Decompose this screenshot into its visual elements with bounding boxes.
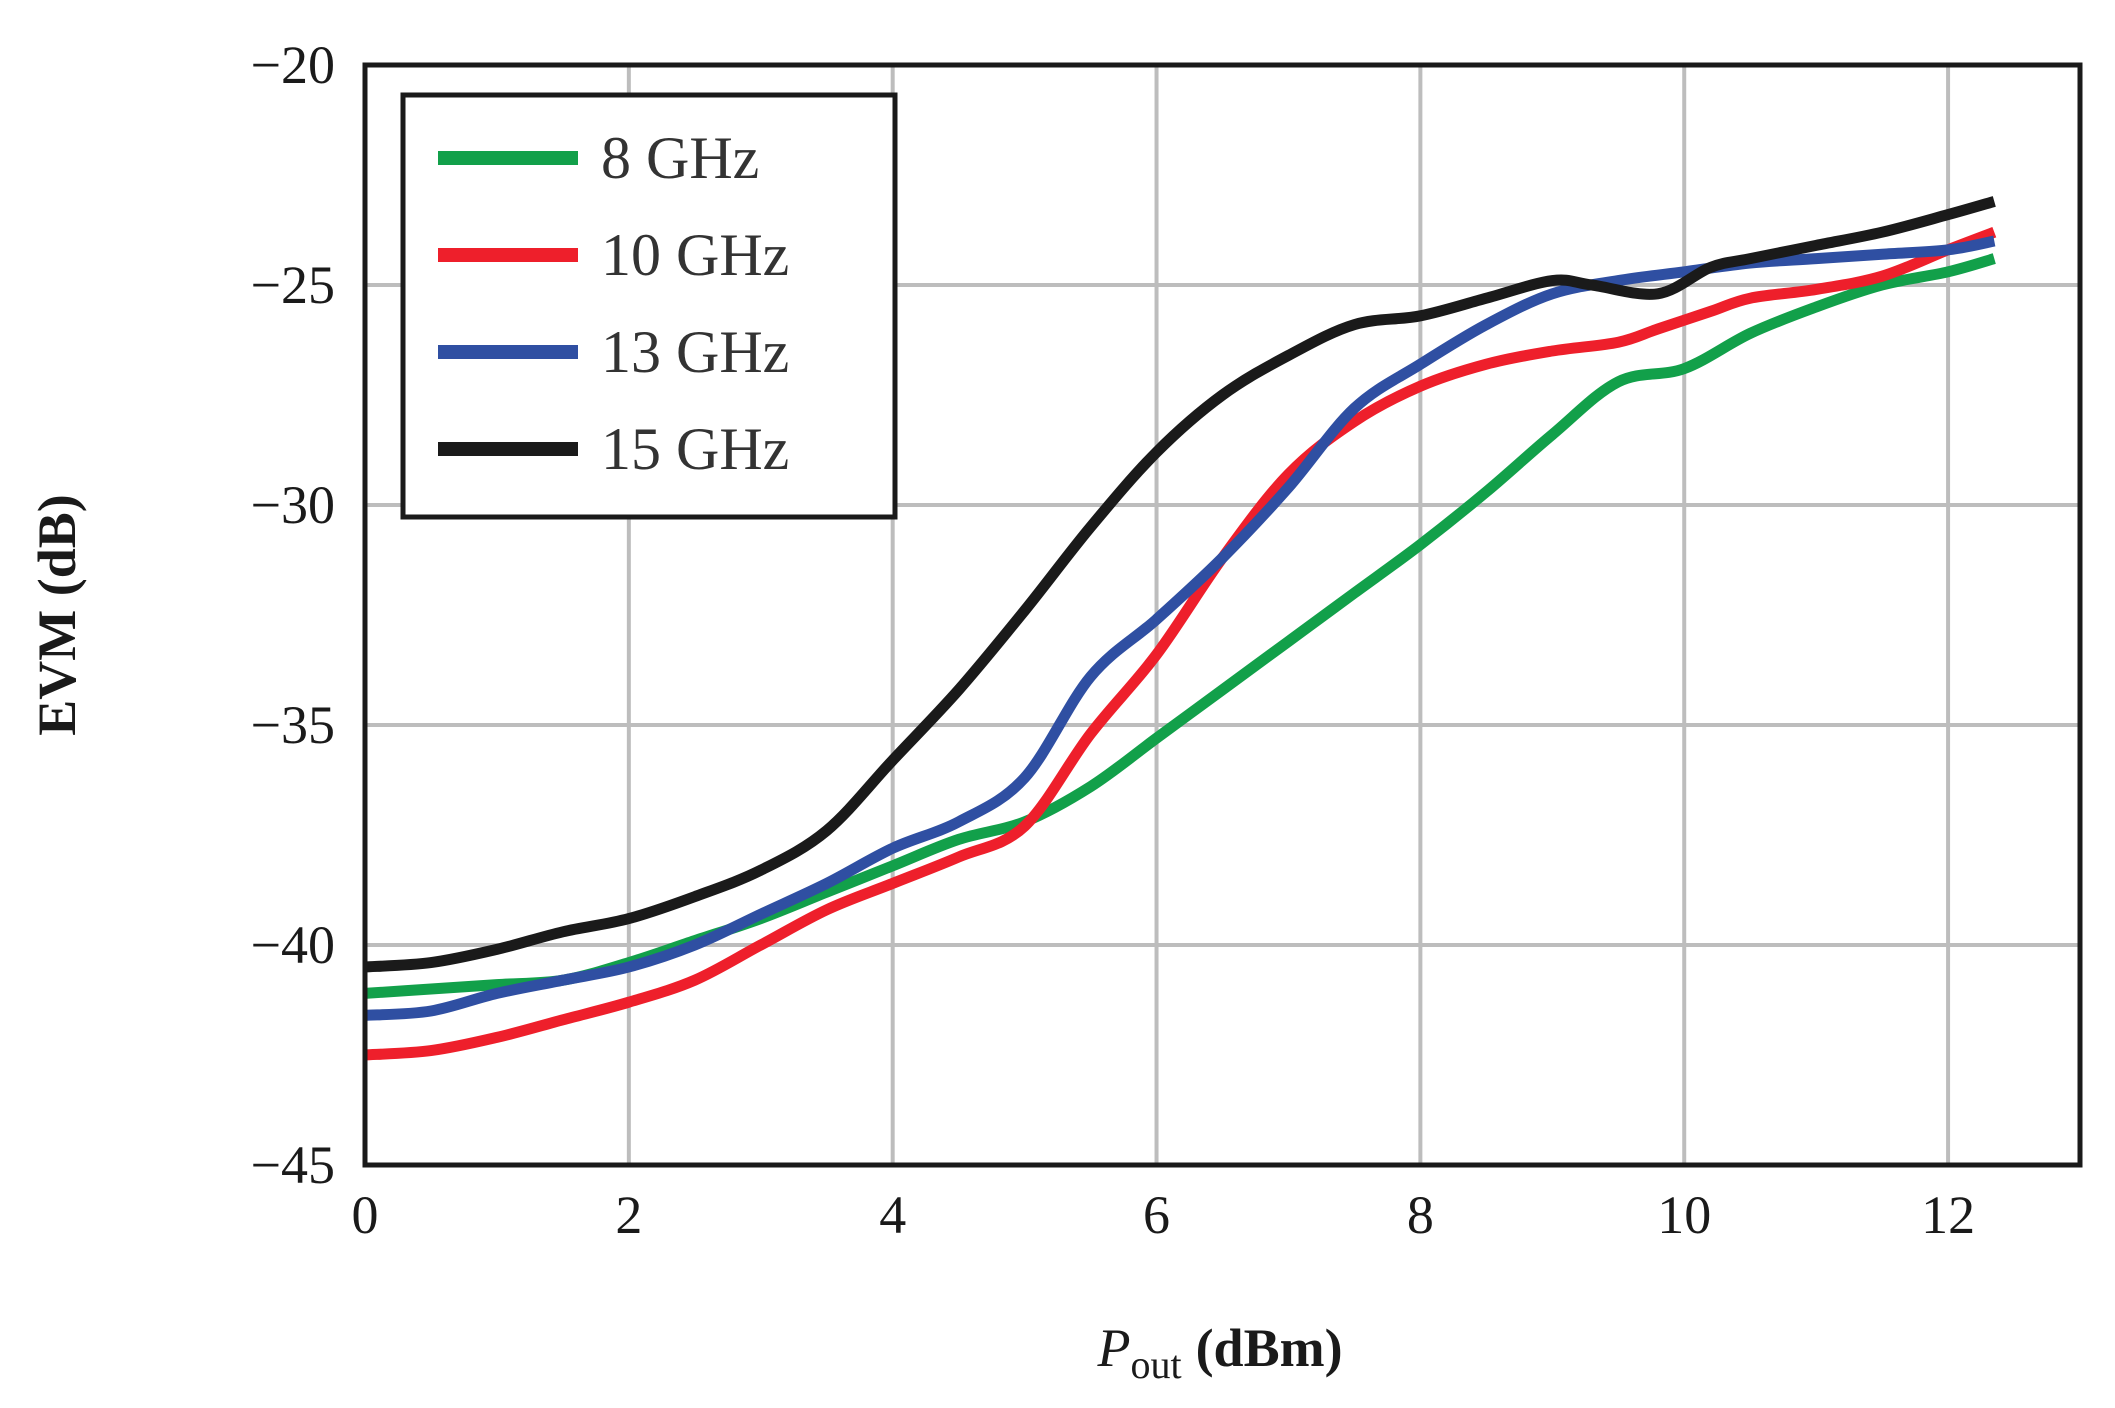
y-tick-label: −40 xyxy=(251,915,335,975)
series-line-15-ghz xyxy=(364,196,1996,973)
legend-label: 10 GHz xyxy=(601,222,789,288)
x-tick-label: 4 xyxy=(879,1185,906,1245)
y-tick-label: −25 xyxy=(251,255,335,315)
x-tick-label: 0 xyxy=(352,1185,379,1245)
x-axis-unit: (dBm) xyxy=(1196,1318,1343,1378)
x-tick-labels: 0 2 4 6 8 10 12 xyxy=(352,1185,1976,1245)
y-axis-title: EVM (dB) xyxy=(27,494,87,736)
x-tick-label: 2 xyxy=(615,1185,642,1245)
legend-label: 13 GHz xyxy=(601,319,789,385)
x-tick-label: 12 xyxy=(1921,1185,1975,1245)
y-tick-label: −30 xyxy=(251,475,335,535)
y-tick-label: −20 xyxy=(251,35,335,95)
x-tick-label: 8 xyxy=(1407,1185,1434,1245)
x-axis-title: Pout (dBm) xyxy=(1096,1318,1342,1387)
x-axis-subscript: out xyxy=(1130,1342,1181,1387)
legend-items: 8 GHz 10 GHz 13 GHz 15 GHz xyxy=(438,125,789,482)
y-tick-label: −45 xyxy=(251,1135,335,1195)
plot-frame xyxy=(362,62,2083,1168)
x-tick-label: 6 xyxy=(1143,1185,1170,1245)
x-axis-symbol: P xyxy=(1096,1318,1130,1378)
y-tick-label: −35 xyxy=(251,695,335,755)
series-lines xyxy=(364,196,1997,1061)
y-tick-labels: −45 −40 −35 −30 −25 −20 xyxy=(251,35,335,1195)
legend-label: 15 GHz xyxy=(601,416,789,482)
legend: 8 GHz 10 GHz 13 GHz 15 GHz xyxy=(400,92,898,520)
x-tick-label: 10 xyxy=(1657,1185,1711,1245)
legend-label: 8 GHz xyxy=(601,125,759,191)
